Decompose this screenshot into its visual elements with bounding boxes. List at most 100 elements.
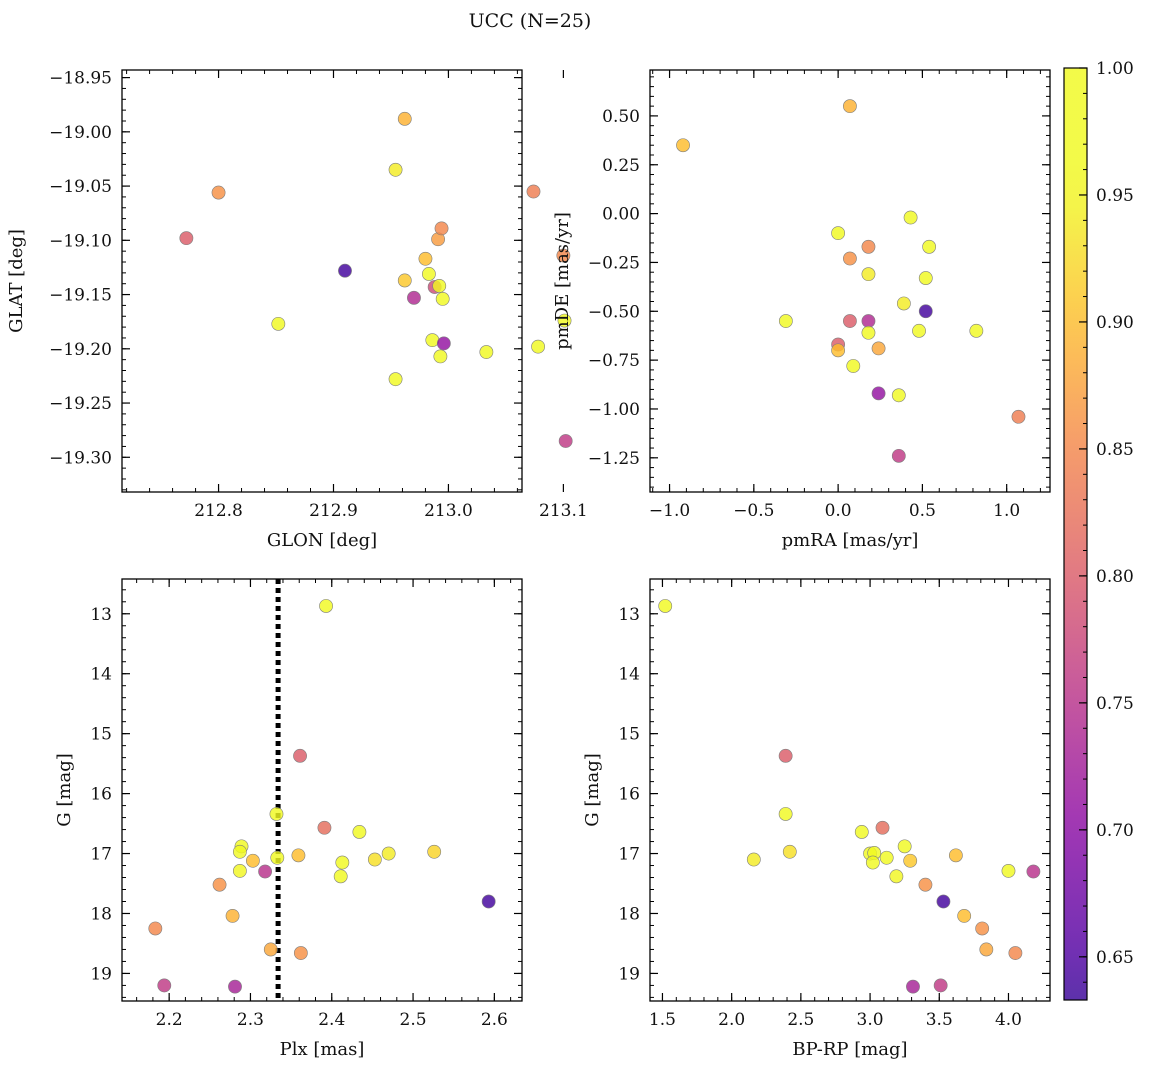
data-point — [889, 869, 904, 884]
y-axis-label: G [mag] — [582, 753, 603, 826]
x-tick-label: 2.0 — [718, 1010, 745, 1030]
data-point — [557, 313, 572, 328]
data-point — [271, 316, 286, 331]
data-point — [891, 448, 906, 463]
data-point — [232, 844, 247, 859]
subplot-glon-glat: 212.8 212.9 213.0 213.1 −19.30 −19.25 −19.20 −1… — [6, 69, 588, 551]
data-point — [558, 434, 573, 448]
axes-frame — [649, 69, 1051, 493]
colorbar: 0.65 0.70 0.75 0.80 0.85 0.90 0.95 1.00 — [1063, 59, 1134, 1001]
x-tick-label: 213.0 — [424, 501, 473, 521]
colorbar-tick-label: 1.00 — [1096, 59, 1134, 79]
x-tick-label: −1.0 — [649, 501, 690, 521]
data-point — [676, 138, 690, 153]
data-point — [658, 599, 673, 613]
data-point — [979, 942, 994, 957]
subplot-cmd: 1.5 2.0 2.5 3.0 3.5 4.0 13 14 15 16 17 18 19 BP-RP [m… — [582, 578, 1051, 1060]
data-point — [258, 864, 272, 879]
data-point — [875, 820, 890, 835]
data-point — [407, 290, 421, 305]
data-point — [906, 979, 920, 994]
data-point — [843, 251, 857, 266]
y-tick-label: −19.10 — [49, 231, 112, 251]
data-point — [269, 807, 284, 821]
data-point — [425, 333, 440, 348]
data-point — [293, 748, 307, 763]
data-point — [352, 825, 367, 839]
data-point — [245, 853, 260, 868]
colorbar-tick-label: 0.85 — [1096, 440, 1134, 460]
data-point — [179, 231, 194, 246]
data-point — [897, 839, 912, 854]
data-point — [948, 848, 963, 863]
data-point — [1026, 864, 1041, 879]
x-tick-label: 0.5 — [909, 501, 936, 521]
data-point — [397, 111, 412, 126]
data-point — [291, 848, 306, 863]
data-point — [333, 869, 348, 884]
x-axis-label: BP-RP [mag] — [792, 1039, 907, 1060]
x-tick-label: 3.0 — [857, 1010, 884, 1030]
data-point — [861, 239, 876, 254]
data-point — [975, 921, 990, 936]
y-tick-label: 15 — [618, 725, 640, 745]
data-point — [436, 336, 451, 351]
y-tick-label: 0.00 — [602, 205, 640, 225]
data-point — [843, 314, 857, 328]
data-point — [912, 323, 926, 338]
data-point — [435, 291, 450, 306]
subplot-pm: −1.0 −0.5 0.0 0.5 1.0 −1.25 −1.00 −0.75 −0.50 −0.… — [552, 69, 1051, 551]
data-point — [778, 748, 793, 763]
y-tick-label: −19.00 — [49, 123, 112, 143]
data-point — [335, 855, 350, 870]
data-point — [871, 386, 886, 401]
y-tick-label: 16 — [90, 785, 112, 805]
y-tick-label: 19 — [90, 964, 112, 984]
data-point — [969, 323, 984, 338]
y-tick-label: 17 — [618, 845, 640, 865]
data-point — [232, 864, 247, 878]
y-tick-label: 14 — [90, 665, 112, 685]
axes-frame — [121, 578, 523, 1002]
data-point — [427, 844, 442, 859]
data-point — [319, 599, 333, 613]
y-axis-label: pmDE [mas/yr] — [552, 212, 573, 350]
data-point — [918, 271, 933, 285]
data-point — [1008, 946, 1023, 960]
data-point — [1001, 864, 1016, 878]
y-tick-label: −19.05 — [49, 177, 112, 197]
data-point — [831, 226, 846, 241]
x-tick-label: 2.6 — [481, 1010, 508, 1030]
colorbar-tick-label: 0.80 — [1096, 567, 1134, 587]
data-point — [388, 372, 403, 387]
subplot-plx-g: 2.2 2.3 2.4 2.5 2.6 13 14 15 16 17 18 19 Plx [mas] G … — [54, 578, 523, 1060]
x-tick-label: 4.0 — [995, 1010, 1022, 1030]
data-point — [481, 894, 496, 909]
x-tick-label: 1.5 — [649, 1010, 676, 1030]
data-point — [891, 388, 906, 403]
x-tick-label: 212.8 — [194, 501, 243, 521]
data-point — [434, 221, 449, 236]
data-point — [846, 359, 861, 373]
data-point — [1011, 409, 1026, 424]
y-tick-label: 13 — [90, 605, 112, 625]
y-tick-label: 19 — [618, 964, 640, 984]
data-point — [293, 946, 308, 960]
data-point — [903, 853, 918, 868]
y-tick-label: −1.00 — [588, 400, 640, 420]
y-tick-label: −0.25 — [588, 253, 640, 273]
y-tick-label: −19.30 — [49, 448, 112, 468]
data-point — [778, 314, 793, 328]
y-tick-label: 14 — [618, 665, 640, 685]
data-point — [778, 807, 793, 821]
x-axis-label: GLON [deg] — [267, 530, 377, 551]
data-point — [148, 921, 163, 936]
y-tick-label: 0.25 — [602, 156, 640, 176]
data-point — [957, 908, 972, 923]
data-point — [896, 296, 911, 311]
x-tick-label: 212.9 — [309, 501, 358, 521]
x-tick-label: 1.0 — [993, 501, 1020, 521]
data-point — [831, 343, 846, 358]
